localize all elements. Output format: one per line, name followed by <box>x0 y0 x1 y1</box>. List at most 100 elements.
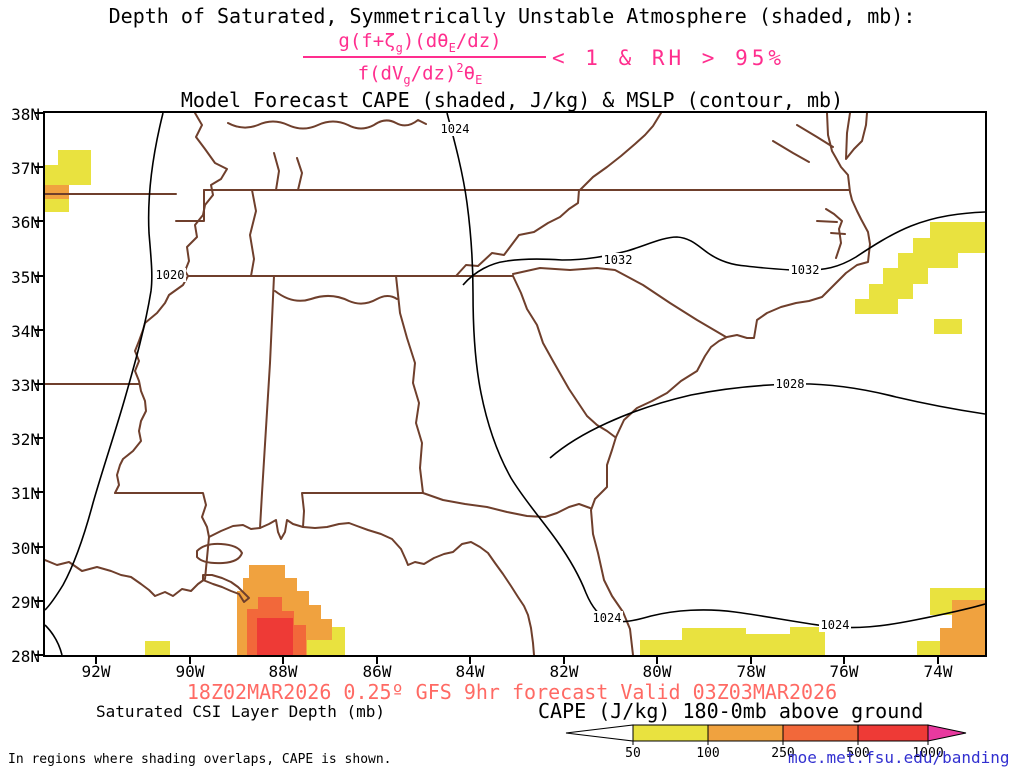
contour-1032 <box>462 211 986 286</box>
lon-label-78w: 78W <box>736 662 766 681</box>
formula-den-sub-e: E <box>475 73 483 88</box>
formula-num-text: g(f+ζ <box>338 30 396 52</box>
formula-num-text2: )(dθ <box>402 30 449 52</box>
colorbar-segment-50-100 <box>632 724 709 742</box>
colorbar-segment-500-1000 <box>857 724 929 742</box>
lat-tick <box>35 546 43 548</box>
page-title: Depth of Saturated, Symmetrically Unstab… <box>108 4 916 28</box>
shade-delta-yellow <box>332 627 345 655</box>
lat-tick <box>35 491 43 493</box>
colorbar-tick-100: 100 <box>696 746 719 761</box>
svg-text:1024: 1024 <box>441 122 470 136</box>
formula-num-text3: /dz) <box>455 30 502 52</box>
svg-text:1024: 1024 <box>593 611 622 625</box>
state-border-36-5n <box>44 189 850 195</box>
lon-label-92w: 92W <box>81 662 111 681</box>
overlap-note: In regions where shading overlaps, CAPE … <box>8 752 392 767</box>
csi-legend-title: Saturated CSI Layer Depth (mb) <box>96 702 385 721</box>
colorbar-tick-250: 250 <box>771 746 794 761</box>
lat-label-38n: 38N <box>11 105 40 124</box>
shading-layer <box>45 150 985 655</box>
ga-sc-border-savannah-river <box>512 275 616 438</box>
map-frame: 1024 1020 1032 1032 1028 1024 1024 <box>43 111 987 657</box>
svg-text:1020: 1020 <box>156 268 185 282</box>
shade-nw-yellow <box>45 150 91 212</box>
shade-se-corner-orange <box>940 628 985 655</box>
colorbar-tick-50: 50 <box>625 746 641 761</box>
site-link[interactable]: moe.met.fsu.edu/banding <box>788 748 1010 767</box>
va-wv-border <box>579 112 662 191</box>
contour-label-1032-east: 1032 <box>789 263 821 277</box>
formula-num-sub-g: g <box>395 40 403 55</box>
subtitle: Model Forecast CAPE (shaded, J/kg) & MSL… <box>180 88 844 112</box>
contour-label-1020: 1020 <box>154 268 186 282</box>
lat-tick <box>35 112 43 114</box>
shade-nw-orange <box>45 185 69 199</box>
lat-tick <box>35 383 43 385</box>
formula-den-sub-g: g <box>403 73 411 88</box>
lat-tick <box>35 600 43 602</box>
formula-den-theta: θ <box>463 62 476 85</box>
colorbar-tick-500: 500 <box>846 746 869 761</box>
contour-label-1028: 1028 <box>774 377 806 391</box>
shade-nc-offshore <box>855 299 898 314</box>
west-ky-rivers <box>249 152 303 277</box>
svg-text:1028: 1028 <box>776 377 805 391</box>
lon-label-84w: 84W <box>455 662 485 681</box>
ms-al-border <box>259 275 275 529</box>
colorbar-segment-250-500 <box>782 724 859 742</box>
shade-nc-offshore <box>913 238 985 253</box>
colorbar: 50 100 250 500 1000 <box>565 724 967 761</box>
lon-tick <box>656 657 658 664</box>
svg-text:1032: 1032 <box>791 263 820 277</box>
weather-map: 1024 1020 1032 1032 1028 1024 1024 <box>44 112 986 656</box>
lon-tick <box>282 657 284 664</box>
contour-label-1024-top: 1024 <box>439 122 471 136</box>
cape-legend-title: CAPE (J/kg) 180-0mb above ground <box>538 699 924 723</box>
contour-1020 <box>44 112 164 611</box>
lat-tick <box>35 329 43 331</box>
lat-label-35n: 35N <box>11 268 40 287</box>
lon-label-80w: 80W <box>642 662 672 681</box>
shade-nc-offshore <box>869 284 913 299</box>
formula-fraction-bar <box>303 56 546 58</box>
contour-label-1024-bottom-east: 1024 <box>819 618 851 632</box>
lon-label-74w: 74W <box>923 662 953 681</box>
lat-label-34n: 34N <box>11 322 40 341</box>
lat-label-31n: 31N <box>11 484 40 503</box>
formula-den-text2: /dz) <box>410 62 457 85</box>
shade-south-band <box>640 640 682 655</box>
nc-sc-border <box>512 267 727 338</box>
shade-nc-offshore <box>930 222 985 238</box>
contour-1028 <box>549 383 986 459</box>
lon-label-82w: 82W <box>549 662 579 681</box>
shade-south-band <box>682 628 746 655</box>
lon-tick <box>189 657 191 664</box>
delmarva-peninsula <box>845 112 868 160</box>
lat-tick <box>35 437 43 439</box>
lat-label-33n: 33N <box>11 376 40 395</box>
shade-delta-red-core <box>257 618 293 655</box>
svg-text:1024: 1024 <box>821 618 850 632</box>
lat-tick <box>35 654 43 656</box>
colorbar-tick-1000: 1000 <box>912 746 943 761</box>
formula-den-text: f(dV <box>357 62 404 85</box>
lake-pontchartrain <box>196 542 243 565</box>
lon-label-90w: 90W <box>175 662 205 681</box>
contour-label-1024-bottom-west: 1024 <box>591 611 623 625</box>
atlantic-coastline <box>590 112 871 656</box>
colorbar-segment-above-1000 <box>927 724 967 742</box>
lat-tick <box>35 220 43 222</box>
contour-layer: 1024 1020 1032 1032 1028 1024 1024 <box>44 112 986 656</box>
shade-south-band <box>746 634 790 655</box>
lat-tick <box>35 166 43 168</box>
lon-label-88w: 88W <box>268 662 298 681</box>
lat-label-30n: 30N <box>11 539 40 558</box>
lat-label-36n: 36N <box>11 213 40 232</box>
contour-1020-sw <box>44 624 63 656</box>
shade-nc-offshore <box>883 268 928 284</box>
lat-label-32n: 32N <box>11 430 40 449</box>
tn-nc-border <box>455 189 580 277</box>
lon-tick <box>750 657 752 664</box>
lon-label-86w: 86W <box>362 662 392 681</box>
